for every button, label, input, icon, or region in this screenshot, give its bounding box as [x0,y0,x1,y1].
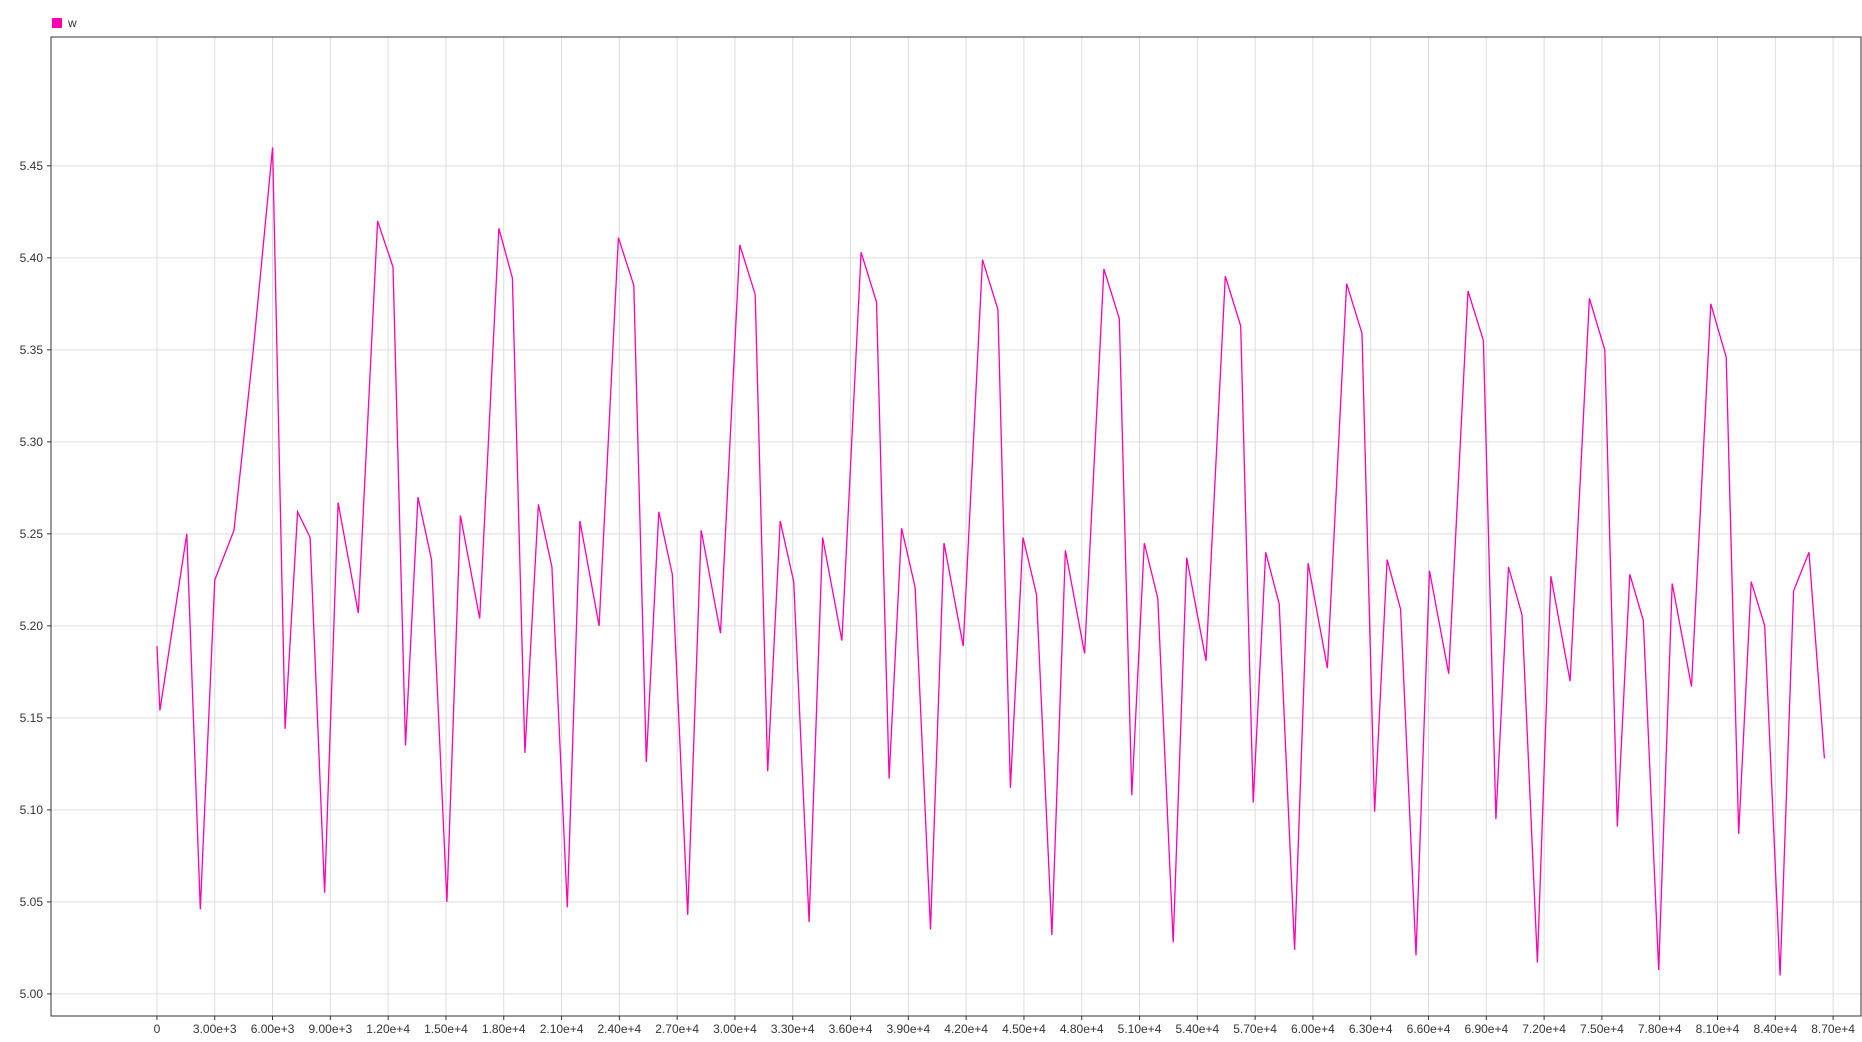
x-tick-label: 6.00e+4 [1291,1022,1335,1036]
x-tick-label: 1.20e+4 [366,1022,410,1036]
x-tick-label: 6.60e+4 [1407,1022,1451,1036]
x-tick-label: 5.70e+4 [1233,1022,1277,1036]
x-tick-label: 3.00e+4 [713,1022,757,1036]
x-tick-label: 3.30e+4 [771,1022,815,1036]
y-tick-label: 5.25 [20,527,44,541]
x-tick-label: 5.40e+4 [1175,1022,1219,1036]
x-tick-label: 4.50e+4 [1002,1022,1046,1036]
x-tick-label: 8.40e+4 [1753,1022,1797,1036]
x-tick-label: 6.90e+4 [1464,1022,1508,1036]
x-tick-label: 7.50e+4 [1580,1022,1624,1036]
plot-frame [50,36,1862,1017]
x-tick-label: 2.10e+4 [540,1022,584,1036]
series-line-w[interactable] [156,147,1826,976]
x-tick-label: 3.00e+3 [193,1022,237,1036]
x-tick-label: 6.30e+4 [1349,1022,1393,1036]
x-tick-label: 2.40e+4 [597,1022,641,1036]
x-tick-label: 4.20e+4 [944,1022,988,1036]
legend-swatch-icon [52,18,62,28]
x-tick-label: 9.00e+3 [308,1022,352,1036]
x-tick-label: 7.20e+4 [1522,1022,1566,1036]
x-tick-label: 4.80e+4 [1060,1022,1104,1036]
x-tick-label: 3.90e+4 [886,1022,930,1036]
legend-label: w [68,16,77,30]
x-tick-label: 5.10e+4 [1118,1022,1162,1036]
x-tick-label: 7.80e+4 [1638,1022,1682,1036]
x-tick-label: 6.00e+3 [251,1022,295,1036]
legend[interactable]: w [52,16,77,30]
x-tick-label: 2.70e+4 [655,1022,699,1036]
y-tick-label: 5.15 [20,711,44,725]
y-tick-label: 5.35 [20,343,44,357]
y-tick-label: 5.40 [20,251,44,265]
y-tick-label: 5.30 [20,435,44,449]
x-tick-label: 3.60e+4 [829,1022,873,1036]
y-tick-label: 5.05 [20,895,44,909]
y-tick-label: 5.20 [20,619,44,633]
x-tick-label: 8.10e+4 [1696,1022,1740,1036]
y-tick-label: 5.45 [20,159,44,173]
y-tick-label: 5.00 [20,987,44,1001]
x-tick-label: 1.80e+4 [482,1022,526,1036]
x-tick-label: 1.50e+4 [424,1022,468,1036]
y-tick-label: 5.10 [20,803,44,817]
x-tick-label: 0 [154,1022,161,1036]
x-tick-label: 8.70e+4 [1811,1022,1855,1036]
